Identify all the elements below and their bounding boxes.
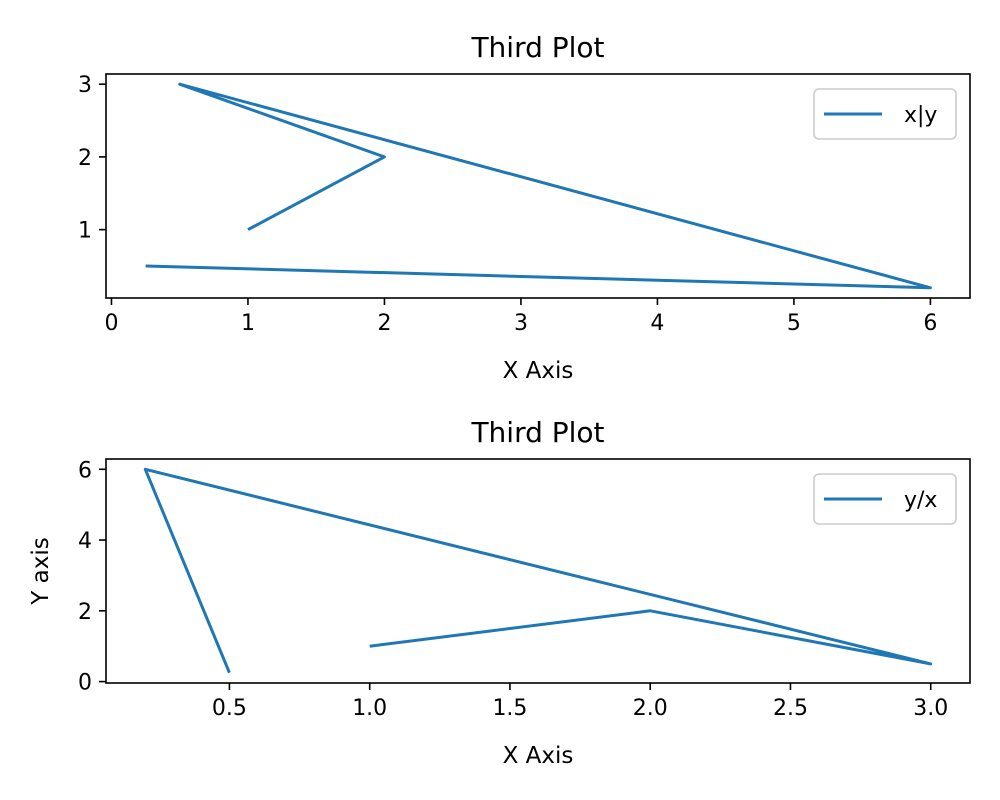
x-tick-label: 2.0: [633, 696, 668, 721]
subplot-bottom: Third Plot 0.5 1.0 1.5 2.0 2.5 3.0 0 2 4 6 X Axis…: [28, 416, 971, 769]
legend-label: x|y: [904, 103, 937, 128]
x-tick-label: 5: [787, 311, 801, 336]
axes-frame: [105, 73, 971, 299]
series-layer: [143, 467, 933, 674]
x-axis-label: X Axis: [503, 358, 574, 384]
x-tick-label: 2.5: [773, 696, 808, 721]
subplot-top: Third Plot 0 1 2 3 4 5 6 1 2 3 X Axis x|y: [78, 31, 971, 384]
y-tick-label: 2: [78, 146, 92, 171]
legend: y/x: [813, 473, 957, 525]
x-tick-label: 3: [514, 311, 528, 336]
series-layer: [145, 82, 932, 290]
axis-ticks: 0.5 1.0 1.5 2.0 2.5 3.0 0 2 4 6: [78, 458, 948, 721]
x-tick-label: 2: [377, 311, 391, 336]
y-tick-label: 1: [78, 219, 92, 244]
y-axis-label: Y axis: [28, 537, 54, 605]
x-tick-label: 0.5: [212, 696, 247, 721]
y-tick-label: 3: [78, 73, 92, 98]
x-axis-label: X Axis: [503, 743, 574, 769]
y-tick-label: 0: [78, 671, 92, 696]
y-tick-label: 4: [78, 529, 92, 554]
y-tick-label: 2: [78, 600, 92, 625]
x-tick-label: 1: [241, 311, 255, 336]
x-tick-label: 3.0: [913, 696, 948, 721]
x-tick-label: 0: [104, 311, 118, 336]
x-tick-label: 1.5: [492, 696, 527, 721]
axis-ticks: 0 1 2 3 4 5 6 1 2 3: [78, 73, 937, 336]
legend: x|y: [813, 88, 957, 140]
subplot-title: Third Plot: [470, 31, 604, 64]
legend-label: y/x: [904, 488, 937, 513]
series-line: [143, 467, 933, 674]
axes-frame: [105, 458, 971, 684]
x-tick-label: 1.0: [352, 696, 387, 721]
subplot-title: Third Plot: [470, 416, 604, 449]
legend-box: [813, 88, 957, 140]
series-line: [145, 82, 932, 290]
y-tick-label: 6: [78, 458, 92, 483]
legend-box: [813, 473, 957, 525]
x-tick-label: 6: [923, 311, 937, 336]
x-tick-label: 4: [650, 311, 664, 336]
